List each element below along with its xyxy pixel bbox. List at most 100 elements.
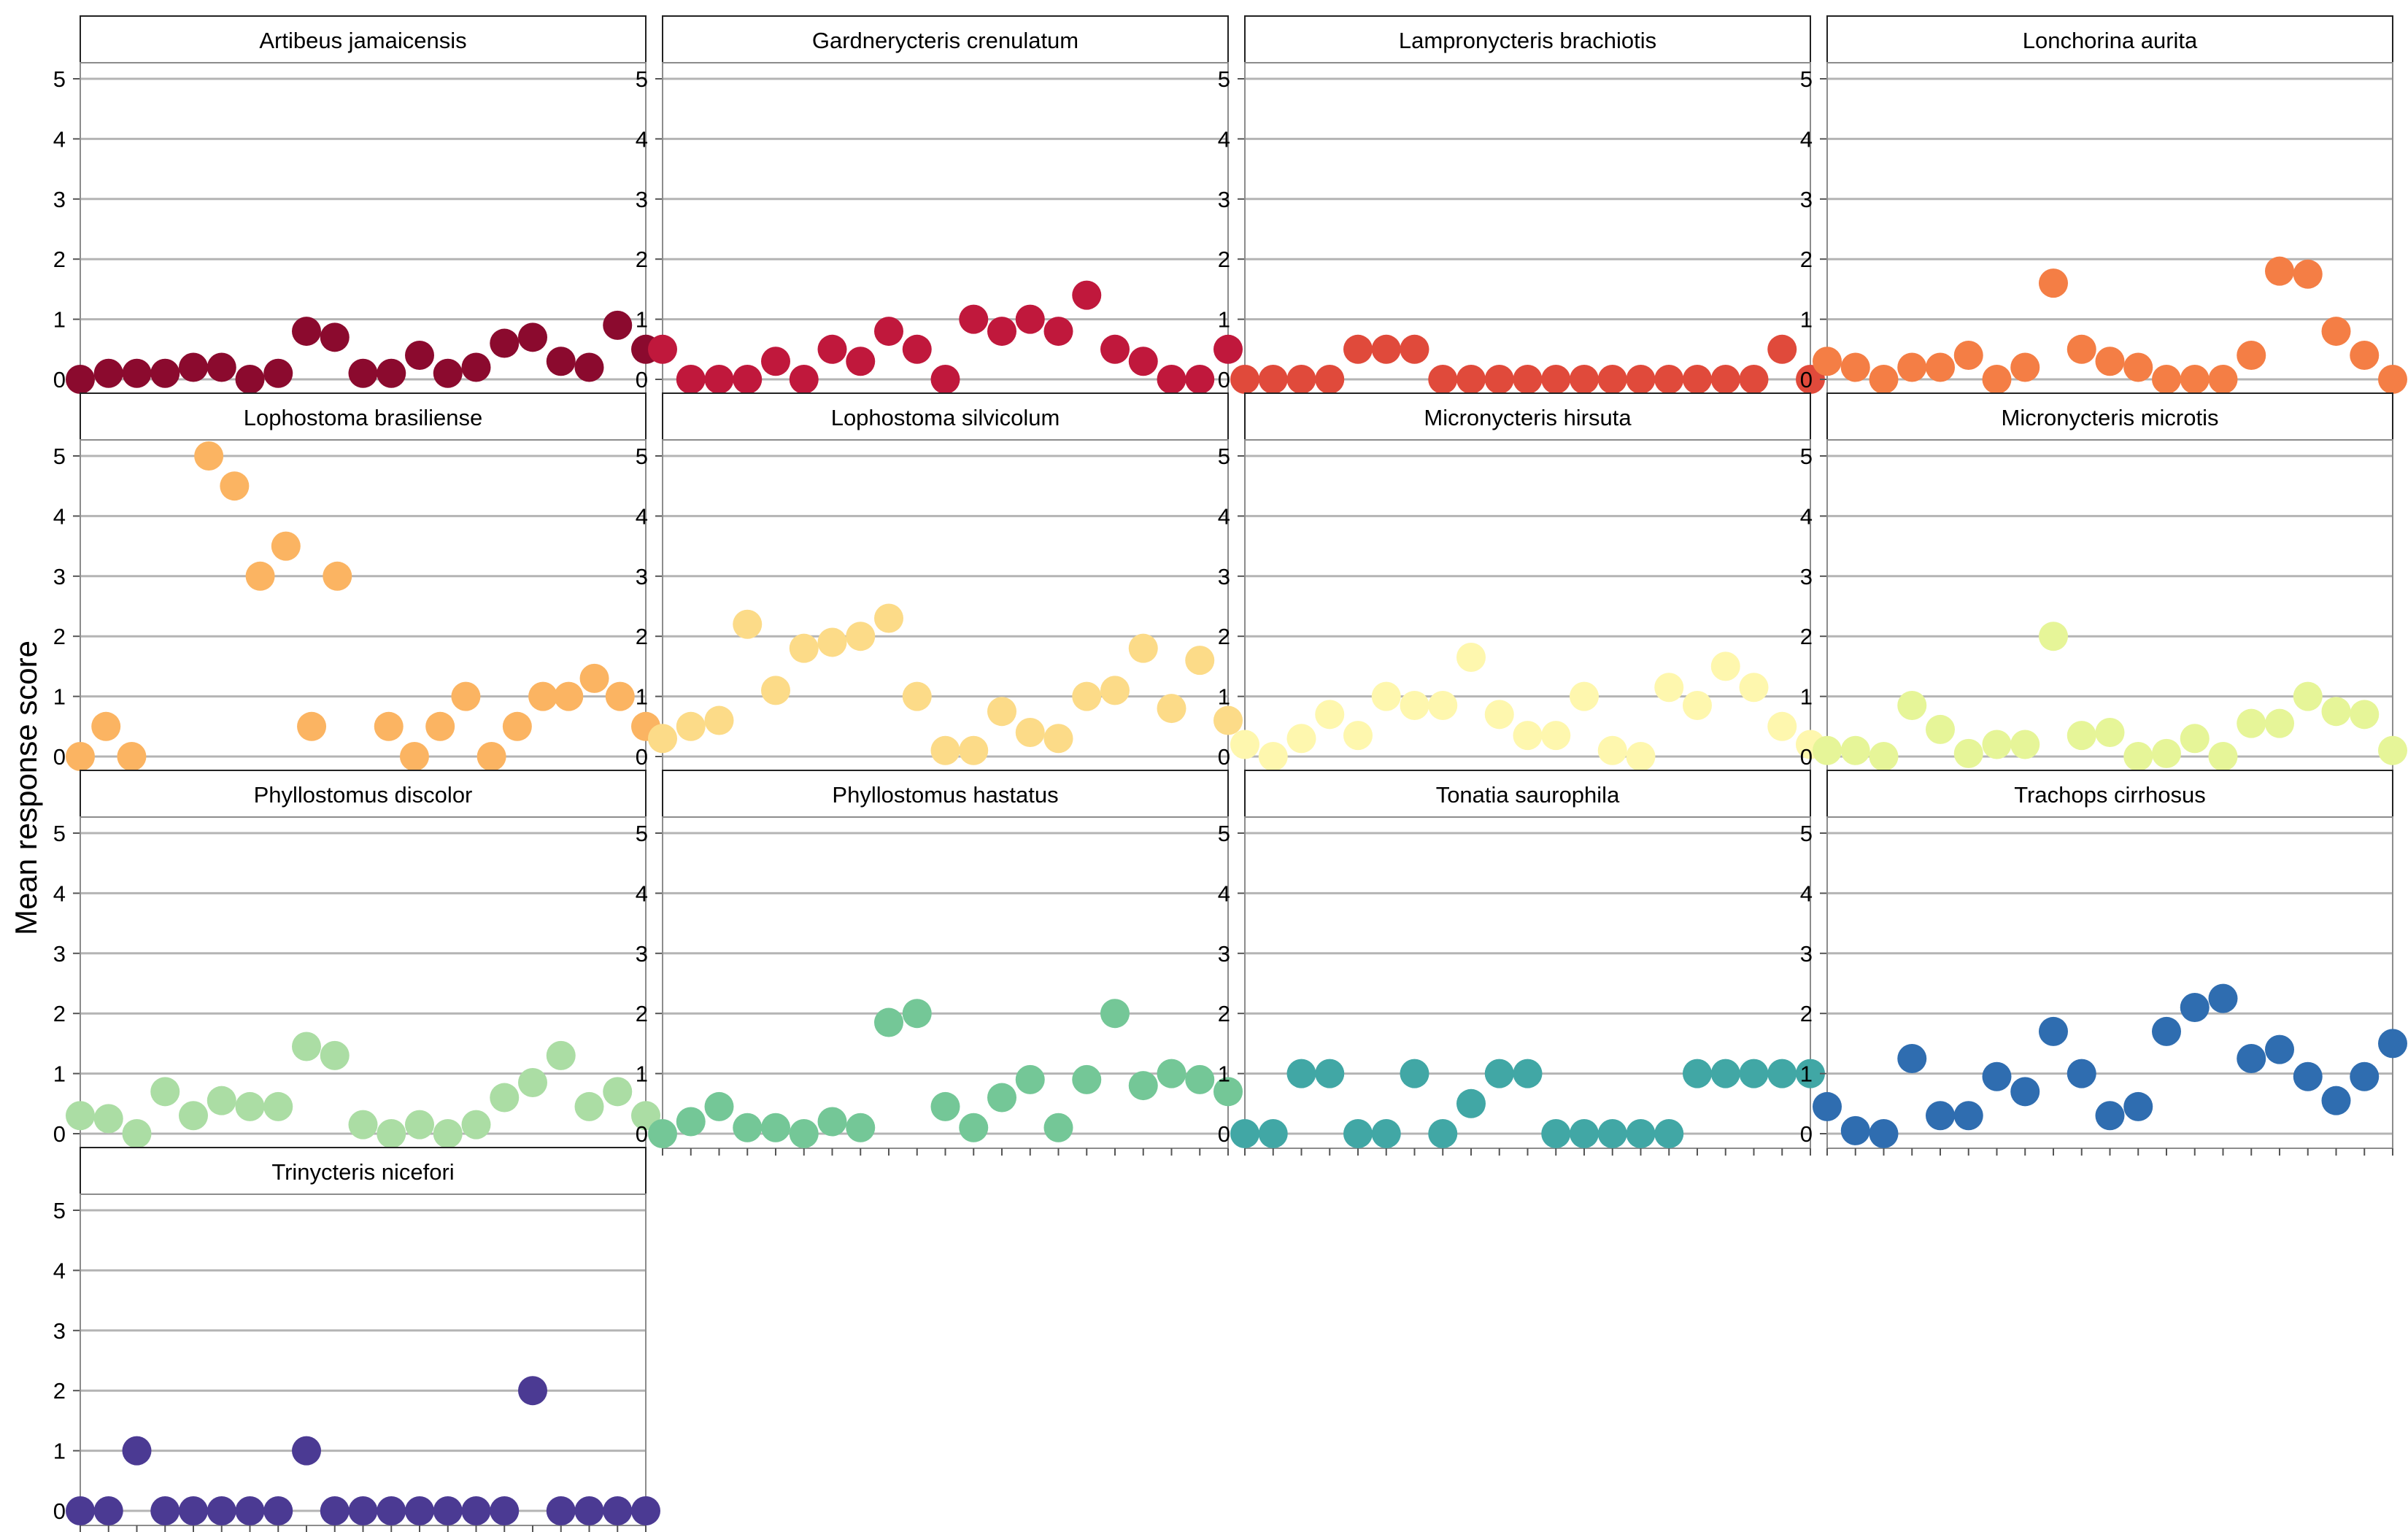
y-tick-label: 5 bbox=[636, 66, 648, 92]
data-point bbox=[1767, 334, 1797, 364]
y-tick-label: 4 bbox=[1800, 881, 1813, 906]
data-point bbox=[704, 365, 734, 394]
data-point bbox=[1100, 334, 1130, 364]
facet-panel: Lampronycteris brachiotis 0 1 2 3 4 5 bbox=[1218, 15, 1825, 401]
data-point bbox=[292, 317, 321, 347]
data-point bbox=[1739, 365, 1769, 394]
data-point bbox=[1626, 742, 1656, 771]
data-point bbox=[1343, 1119, 1373, 1148]
data-point bbox=[1456, 365, 1486, 394]
data-point bbox=[789, 633, 819, 663]
data-point bbox=[1840, 352, 1870, 382]
data-point bbox=[1570, 1119, 1599, 1148]
y-tick-label: 5 bbox=[1218, 66, 1230, 92]
data-point bbox=[451, 681, 481, 711]
y-tick-label: 0 bbox=[1800, 1121, 1813, 1147]
y-tick-label: 2 bbox=[1800, 247, 1813, 272]
data-point bbox=[1982, 730, 2012, 759]
facet-title: Phyllostomus discolor bbox=[254, 782, 473, 808]
data-point bbox=[874, 317, 903, 347]
y-tick-label: 3 bbox=[53, 564, 66, 589]
data-point bbox=[2265, 708, 2294, 738]
data-point bbox=[93, 358, 123, 388]
data-point bbox=[150, 1496, 180, 1525]
data-point bbox=[2293, 259, 2323, 289]
data-point bbox=[2208, 365, 2238, 394]
data-point bbox=[1230, 1119, 1259, 1148]
data-point bbox=[1626, 365, 1656, 394]
data-point bbox=[1869, 742, 1899, 771]
facet-strip bbox=[1244, 15, 1811, 63]
data-point bbox=[1513, 1059, 1543, 1088]
data-point bbox=[320, 322, 350, 352]
data-point bbox=[2010, 352, 2040, 382]
data-point bbox=[348, 1496, 378, 1525]
data-point bbox=[2039, 1016, 2068, 1046]
data-point bbox=[676, 365, 706, 394]
data-point bbox=[1230, 730, 1259, 759]
data-point bbox=[461, 352, 491, 382]
y-tick-label: 2 bbox=[1218, 624, 1230, 649]
data-point bbox=[1371, 1119, 1401, 1148]
data-point bbox=[2265, 1034, 2294, 1064]
data-point bbox=[1315, 1059, 1345, 1088]
data-point bbox=[1315, 365, 1345, 394]
facet-panel: Micronycteris microtis 0 1 2 3 4 5 bbox=[1800, 392, 2407, 778]
data-point bbox=[1185, 365, 1215, 394]
y-tick-label: 0 bbox=[1218, 367, 1230, 392]
data-point bbox=[1456, 1088, 1486, 1118]
facet-strip bbox=[662, 770, 1229, 818]
y-tick-label: 3 bbox=[53, 187, 66, 212]
data-point bbox=[117, 742, 147, 771]
data-point bbox=[1157, 1059, 1186, 1088]
y-tick-label: 2 bbox=[636, 1001, 648, 1026]
data-point bbox=[476, 742, 506, 771]
data-point bbox=[502, 711, 532, 741]
y-tick-label: 5 bbox=[636, 444, 648, 469]
data-point bbox=[1072, 280, 1102, 310]
data-point bbox=[66, 742, 95, 771]
y-tick-label: 2 bbox=[53, 1378, 66, 1404]
y-tick-label: 5 bbox=[1800, 66, 1813, 92]
data-point bbox=[1897, 690, 1927, 720]
data-point bbox=[320, 1496, 350, 1525]
data-point bbox=[1710, 1059, 1740, 1088]
data-point bbox=[1400, 1059, 1429, 1088]
data-point bbox=[1072, 1064, 1102, 1094]
data-point bbox=[2180, 365, 2210, 394]
data-point bbox=[648, 724, 677, 754]
y-axis-title: Mean response score bbox=[9, 641, 43, 935]
y-tick-label: 1 bbox=[636, 1061, 648, 1087]
data-point bbox=[91, 711, 121, 741]
data-point bbox=[2123, 1091, 2153, 1121]
data-point bbox=[987, 697, 1016, 727]
y-tick-label: 2 bbox=[1218, 1001, 1230, 1026]
y-tick-label: 3 bbox=[53, 1318, 66, 1344]
data-point bbox=[2208, 742, 2238, 771]
y-tick-label: 4 bbox=[53, 1258, 66, 1283]
data-point bbox=[2095, 1101, 2125, 1131]
data-point bbox=[93, 1496, 123, 1525]
data-point bbox=[518, 322, 547, 352]
data-point bbox=[1100, 676, 1130, 705]
data-point bbox=[207, 1086, 236, 1115]
data-point bbox=[271, 531, 301, 561]
data-point bbox=[1343, 721, 1373, 751]
facet-panels: Artibeus jamaicensis012345Gardnerycteris… bbox=[53, 15, 2407, 1532]
data-point bbox=[1982, 365, 2012, 394]
panel-frame bbox=[662, 439, 1229, 772]
y-tick-label: 4 bbox=[1218, 881, 1230, 906]
y-tick-label: 1 bbox=[53, 1061, 66, 1087]
data-point bbox=[1157, 694, 1186, 724]
data-point bbox=[1371, 681, 1401, 711]
y-tick-label: 2 bbox=[53, 624, 66, 649]
data-point bbox=[603, 310, 633, 340]
data-point bbox=[1286, 1059, 1316, 1088]
facet-strip bbox=[1826, 770, 2393, 818]
panel-frame bbox=[80, 62, 647, 395]
data-point bbox=[1710, 365, 1740, 394]
data-point bbox=[292, 1032, 321, 1061]
y-tick-label: 3 bbox=[636, 941, 648, 967]
data-point bbox=[292, 1436, 321, 1466]
